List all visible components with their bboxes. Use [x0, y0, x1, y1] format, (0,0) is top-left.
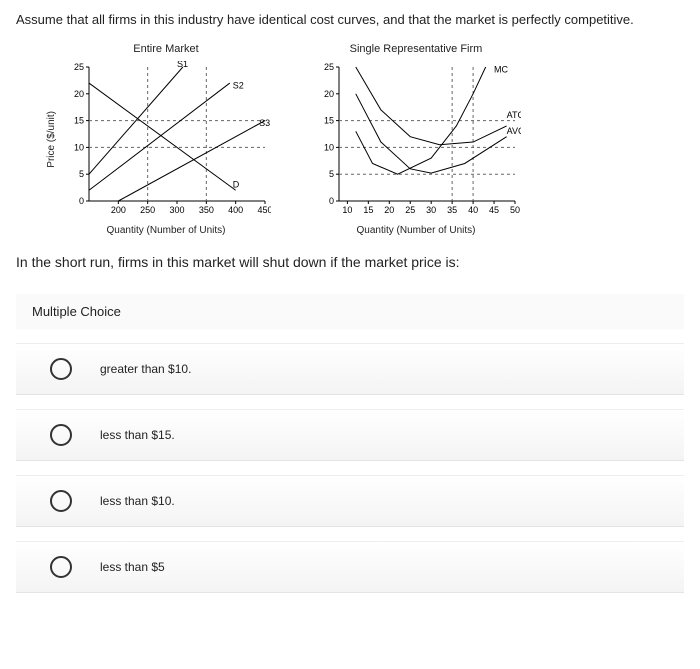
option-label: less than $5	[100, 560, 165, 574]
radio-icon[interactable]	[50, 490, 72, 512]
svg-text:AVC: AVC	[507, 126, 521, 136]
option-label: less than $15.	[100, 428, 175, 442]
radio-icon[interactable]	[50, 424, 72, 446]
svg-text:300: 300	[169, 205, 184, 215]
svg-text:D: D	[233, 180, 240, 190]
svg-text:30: 30	[426, 205, 436, 215]
firm-chart: Single Representative Firm 0 5 10 15 20 25 10 1…	[311, 43, 521, 236]
svg-text:450: 450	[257, 205, 271, 215]
svg-text:40: 40	[468, 205, 478, 215]
prompt-text: In the short run, firms in this market w…	[16, 254, 684, 270]
mc-header: Multiple Choice	[16, 294, 684, 329]
svg-text:15: 15	[74, 116, 84, 126]
option-label: less than $10.	[100, 494, 175, 508]
svg-text:S2: S2	[233, 80, 244, 90]
svg-text:S1: S1	[177, 61, 188, 69]
svg-text:200: 200	[111, 205, 126, 215]
option-row-0[interactable]: greater than $10.	[16, 343, 684, 395]
market-x-label: Quantity (Number of Units)	[107, 225, 226, 236]
firm-chart-title: Single Representative Firm	[350, 43, 483, 55]
svg-text:5: 5	[329, 169, 334, 179]
svg-text:S3: S3	[259, 118, 270, 128]
y-axis-label: Price ($/unit)	[46, 111, 57, 168]
svg-text:35: 35	[447, 205, 457, 215]
market-chart-title: Entire Market	[133, 43, 198, 55]
svg-text:20: 20	[384, 205, 394, 215]
svg-text:45: 45	[489, 205, 499, 215]
svg-text:400: 400	[228, 205, 243, 215]
svg-text:15: 15	[324, 116, 334, 126]
svg-text:10: 10	[74, 142, 84, 152]
svg-text:ATC: ATC	[507, 110, 521, 120]
svg-text:25: 25	[405, 205, 415, 215]
svg-text:20: 20	[74, 89, 84, 99]
option-row-2[interactable]: less than $10.	[16, 475, 684, 527]
svg-text:250: 250	[140, 205, 155, 215]
radio-icon[interactable]	[50, 556, 72, 578]
svg-text:25: 25	[74, 62, 84, 72]
market-chart: Entire Market 0 5 10 15 20 25 200 250 300 350 400 4…	[61, 43, 271, 236]
svg-text:20: 20	[324, 89, 334, 99]
radio-icon[interactable]	[50, 358, 72, 380]
question-text: Assume that all firms in this industry h…	[16, 12, 684, 27]
option-row-3[interactable]: less than $5	[16, 541, 684, 593]
svg-text:350: 350	[199, 205, 214, 215]
svg-text:MC: MC	[494, 64, 508, 74]
option-label: greater than $10.	[100, 362, 191, 376]
svg-text:0: 0	[79, 196, 84, 206]
svg-text:10: 10	[324, 142, 334, 152]
charts-container: Price ($/unit) Entire Market 0 5 10 15 20 25 2…	[46, 43, 684, 236]
svg-text:15: 15	[363, 205, 373, 215]
svg-text:25: 25	[324, 62, 334, 72]
firm-x-label: Quantity (Number of Units)	[357, 225, 476, 236]
option-row-1[interactable]: less than $15.	[16, 409, 684, 461]
svg-text:10: 10	[342, 205, 352, 215]
svg-text:0: 0	[329, 196, 334, 206]
svg-text:5: 5	[79, 169, 84, 179]
svg-text:50: 50	[510, 205, 520, 215]
